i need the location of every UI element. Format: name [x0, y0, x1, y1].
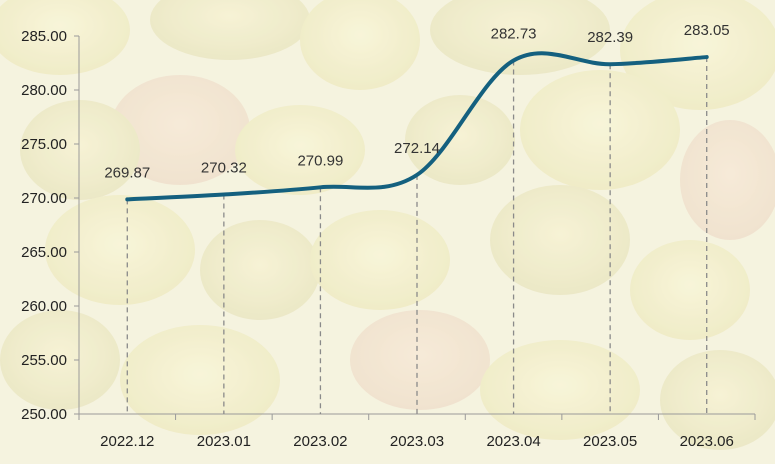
x-tick-label: 2023.05: [583, 433, 637, 450]
data-labels: 269.87 270.32 270.99 272.14 282.73 282.39 283.…: [104, 22, 729, 181]
x-tick-label: 2023.04: [486, 433, 540, 450]
series-line: [125, 51, 709, 202]
x-tick-label: 2022.12: [100, 433, 154, 450]
data-label: 270.99: [297, 152, 343, 169]
y-tick-label: 260.00: [21, 298, 67, 315]
y-tick-label: 285.00: [21, 28, 67, 45]
data-label: 283.05: [684, 22, 730, 39]
x-tick-label: 2023.02: [293, 433, 347, 450]
x-tick-label: 2023.01: [197, 433, 251, 450]
data-label: 272.14: [394, 140, 440, 157]
y-tick-label: 250.00: [21, 406, 67, 423]
y-axis-ticks: 250.00 255.00 260.00 265.00 270.00 275.00 280.…: [21, 28, 79, 423]
x-tick-label: 2023.03: [390, 433, 444, 450]
x-tick-label: 2023.06: [680, 433, 734, 450]
y-tick-label: 270.00: [21, 190, 67, 207]
data-label: 269.87: [104, 164, 150, 181]
drop-lines: [126, 57, 708, 414]
y-tick-label: 275.00: [21, 136, 67, 153]
x-axis-ticks: 2022.12 2023.01 2023.02 2023.03 2023.04 2023.…: [78, 414, 756, 450]
y-tick-label: 280.00: [21, 82, 67, 99]
data-label: 282.39: [587, 29, 633, 46]
y-tick-label: 255.00: [21, 352, 67, 369]
y-tick-label: 265.00: [21, 244, 67, 261]
data-label: 282.73: [491, 26, 537, 43]
data-label: 270.32: [201, 160, 247, 177]
